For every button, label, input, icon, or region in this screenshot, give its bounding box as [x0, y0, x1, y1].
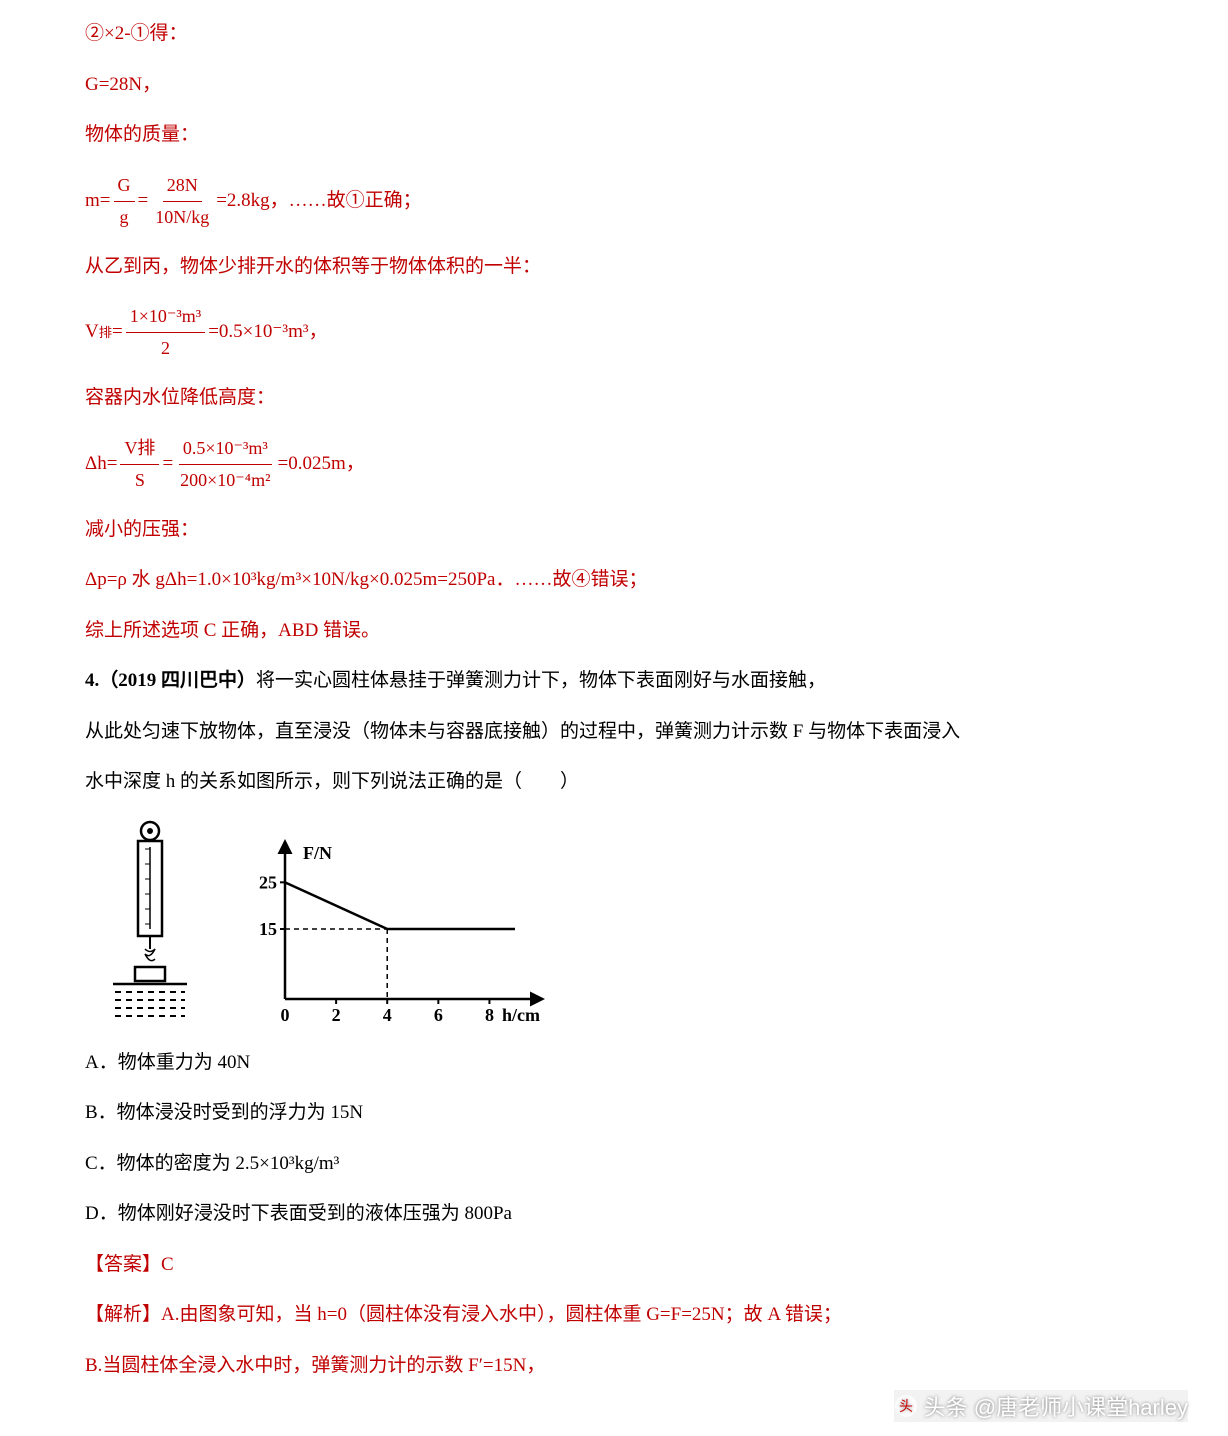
formula-line: V 排 = 1×10⁻³m³2 =0.5×10⁻³m³，: [85, 303, 1143, 362]
option-a: A．物体重力为 40N: [85, 1049, 1143, 1078]
formula-line: m= Gg = 28N10N/kg =2.8kg，……故①正确；: [85, 172, 1143, 231]
option-b: B．物体浸没时受到的浮力为 15N: [85, 1099, 1143, 1128]
question-stem: 水中深度 h 的关系如图所示，则下列说法正确的是（ ）: [85, 768, 1143, 797]
step-line: 减小的压强：: [85, 516, 1143, 545]
svg-text:0: 0: [281, 1005, 290, 1025]
option-c: C．物体的密度为 2.5×10³kg/m³: [85, 1150, 1143, 1179]
f1-pre: m=: [85, 187, 111, 216]
step-line: 物体的质量：: [85, 121, 1143, 150]
svg-text:头: 头: [899, 1398, 913, 1414]
question-stem: 4.（2019 四川巴中）将一实心圆柱体悬挂于弹簧测力计下，物体下表面刚好与水面…: [85, 667, 1143, 696]
svg-text:6: 6: [434, 1005, 443, 1025]
fh-chart: 0 2 4 6 8 25 15 F/N h/cm: [245, 839, 545, 1029]
f1-post: =2.8kg，……故①正确；: [216, 187, 421, 216]
question-number: 4.（2019 四川巴中）: [85, 670, 256, 691]
svg-text:15: 15: [259, 919, 277, 939]
svg-text:2: 2: [332, 1005, 341, 1025]
analysis-line: 【解析】A.由图象可知，当 h=0（圆柱体没有浸入水中），圆柱体重 G=F=25…: [85, 1301, 1143, 1330]
analysis-label: 【解析】: [85, 1304, 161, 1325]
step-line: 容器内水位降低高度：: [85, 384, 1143, 413]
watermark: 头 头条 @唐老师小课堂harley: [894, 1390, 1188, 1422]
question-stem: 从此处匀速下放物体，直至浸没（物体未与容器底接触）的过程中，弹簧测力计示数 F …: [85, 718, 1143, 747]
step-line: 综上所述选项 C 正确，ABD 错误。: [85, 617, 1143, 646]
svg-text:8: 8: [485, 1005, 494, 1025]
step-line: Δp=ρ 水 gΔh=1.0×10³kg/m³×10N/kg×0.025m=25…: [85, 566, 1143, 595]
analysis-line: B.当圆柱体全浸入水中时，弹簧测力计的示数 F′=15N，: [85, 1352, 1143, 1381]
svg-text:4: 4: [383, 1005, 392, 1025]
option-d: D．物体刚好浸没时下表面受到的液体压强为 800Pa: [85, 1200, 1143, 1229]
step-line: 从乙到丙，物体少排开水的体积等于物体体积的一半：: [85, 253, 1143, 282]
watermark-text: 头条 @唐老师小课堂harley: [924, 1390, 1188, 1422]
step-line: ②×2-①得：: [85, 20, 1143, 49]
svg-text:25: 25: [259, 872, 277, 892]
spring-gauge-diagram: [105, 819, 195, 1029]
svg-text:h/cm: h/cm: [502, 1005, 540, 1025]
formula-line: Δh= V排S = 0.5×10⁻³m³200×10⁻⁴m² =0.025m，: [85, 435, 1143, 494]
step-line: G=28N，: [85, 71, 1143, 100]
watermark-icon: 头: [894, 1394, 918, 1418]
answer-line: 【答案】C: [85, 1251, 1143, 1280]
figure-row: 0 2 4 6 8 25 15 F/N h/cm: [105, 819, 1143, 1029]
svg-text:F/N: F/N: [303, 843, 332, 863]
